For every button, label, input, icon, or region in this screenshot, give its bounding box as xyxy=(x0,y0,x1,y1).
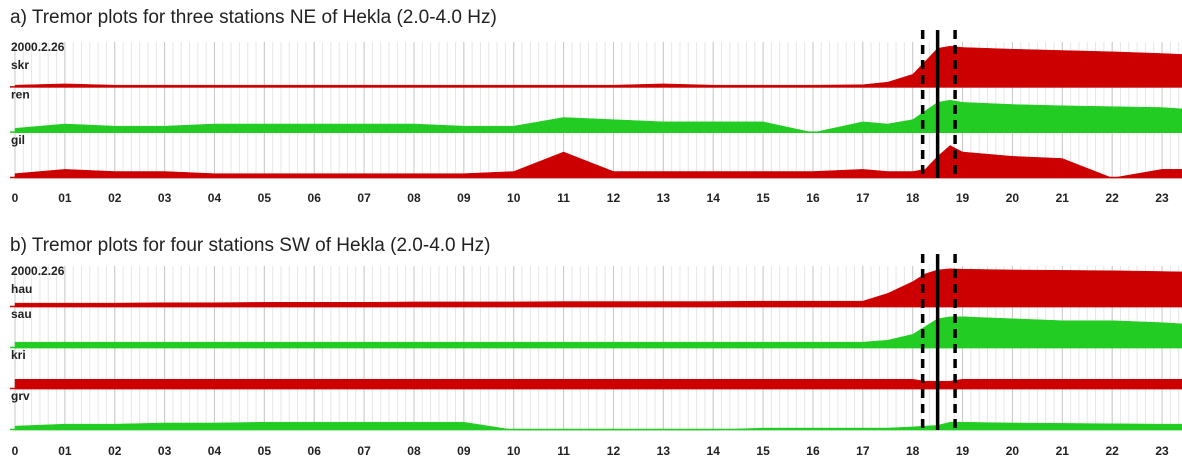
station-name: ren xyxy=(11,88,30,102)
station-name: kri xyxy=(11,348,26,362)
x-tick-label: 22 xyxy=(1105,191,1119,205)
x-tick-label: 13 xyxy=(657,191,671,205)
x-tick-label: 16 xyxy=(806,444,820,458)
x-tick-label: 21 xyxy=(1056,444,1070,458)
x-tick-label: 18 xyxy=(906,191,920,205)
x-tick-label: 10 xyxy=(507,444,521,458)
x-tick-label: 01 xyxy=(58,444,72,458)
x-tick-label: 19 xyxy=(956,191,970,205)
x-tick-label: 10 xyxy=(507,191,521,205)
x-tick-label: 22 xyxy=(1105,444,1119,458)
panel-title: a) Tremor plots for three stations NE of… xyxy=(10,7,497,28)
x-tick-label: 07 xyxy=(357,191,371,205)
x-tick-label: 17 xyxy=(856,191,870,205)
tremor-area xyxy=(14,145,1182,179)
tremor-area xyxy=(14,268,1182,308)
x-tick-label: 15 xyxy=(756,444,770,458)
x-tick-label: 08 xyxy=(407,444,421,458)
x-tick-label: 05 xyxy=(258,191,272,205)
x-tick-label: 19 xyxy=(956,444,970,458)
x-tick-label: 09 xyxy=(457,444,471,458)
x-tick-label: 15 xyxy=(756,191,770,205)
x-tick-label: 20 xyxy=(1006,191,1020,205)
x-tick-label: 09 xyxy=(457,191,471,205)
date-label: 2000.2.26 xyxy=(11,264,65,278)
x-tick-label: 04 xyxy=(208,444,222,458)
x-tick-label: 04 xyxy=(208,191,222,205)
x-tick-label: 02 xyxy=(108,191,122,205)
station-name: grv xyxy=(11,389,30,403)
x-tick-label: 23 xyxy=(1155,444,1169,458)
x-tick-label: 03 xyxy=(158,444,172,458)
x-tick-label: 18 xyxy=(906,444,920,458)
x-tick-label: 05 xyxy=(258,444,272,458)
x-tick-label: 20 xyxy=(1006,444,1020,458)
x-tick-label: 23 xyxy=(1155,191,1169,205)
x-tick-label: 21 xyxy=(1056,191,1070,205)
x-tick-label: 02 xyxy=(108,444,122,458)
x-tick-label: 11 xyxy=(557,444,570,458)
x-tick-label: 03 xyxy=(158,191,172,205)
panel-title: b) Tremor plots for four stations SW of … xyxy=(10,235,490,256)
x-tick-label: 12 xyxy=(607,444,621,458)
x-tick-label: 08 xyxy=(407,191,421,205)
x-tick-label: 14 xyxy=(707,191,721,205)
x-tick-label: 14 xyxy=(707,444,721,458)
x-tick-label: 07 xyxy=(357,444,371,458)
x-tick-label: 01 xyxy=(58,191,72,205)
tremor-area xyxy=(14,316,1182,349)
x-tick-label: 16 xyxy=(806,191,820,205)
station-name: gil xyxy=(11,133,25,147)
x-tick-label: 0 xyxy=(12,444,19,458)
station-name: hau xyxy=(11,282,32,296)
x-tick-label: 11 xyxy=(557,191,570,205)
station-name: skr xyxy=(11,58,29,72)
tremor-area xyxy=(14,99,1182,133)
station-name: sau xyxy=(11,307,32,321)
tremor-area xyxy=(14,45,1182,88)
date-label: 2000.2.26 xyxy=(11,40,65,54)
tremor-area xyxy=(14,379,1182,390)
x-tick-label: 12 xyxy=(607,191,621,205)
x-tick-label: 0 xyxy=(12,191,19,205)
x-tick-label: 06 xyxy=(308,444,322,458)
x-tick-label: 13 xyxy=(657,444,671,458)
x-tick-label: 17 xyxy=(856,444,870,458)
tremor-area xyxy=(14,421,1182,431)
x-tick-label: 06 xyxy=(308,191,322,205)
